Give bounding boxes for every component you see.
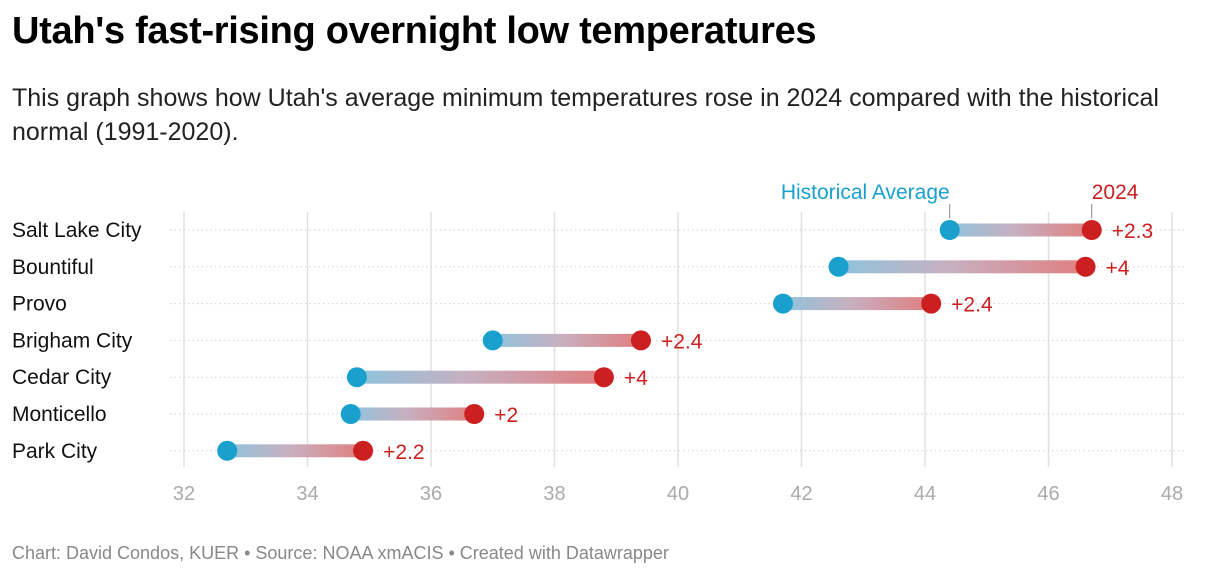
year-2024-dot: [630, 330, 651, 351]
x-tick-label: 44: [914, 483, 936, 505]
labels: Salt Lake City +2.3 Bountiful +4 Provo +2.4 Br…: [12, 219, 1153, 464]
footer-separator: •: [244, 543, 251, 563]
legend-historical-label: Historical Average: [781, 181, 950, 204]
change-label: +2.3: [1112, 220, 1153, 243]
year-2024-dot: [921, 293, 942, 314]
chart-footer: Chart: David Condos, KUER • Source: NOAA x…: [12, 543, 669, 564]
change-label: +2.4: [951, 294, 993, 317]
city-label: Monticello: [12, 403, 107, 426]
range-bars: [227, 223, 1092, 458]
change-label: +4: [1106, 257, 1130, 280]
x-tick-label: 32: [173, 483, 195, 505]
city-label: Provo: [12, 293, 67, 316]
range-bar: [350, 407, 475, 421]
chart-subtitle: This graph shows how Utah's average mini…: [12, 84, 1159, 146]
change-label: +4: [624, 367, 648, 390]
range-bar: [782, 297, 932, 311]
created-with-text: Created with Datawrapper: [459, 543, 669, 563]
historical-dot: [772, 293, 793, 314]
x-tick-label: 40: [667, 483, 689, 505]
city-label: Brigham City: [12, 329, 133, 352]
historical-dot: [217, 440, 238, 461]
data-points: [217, 220, 1102, 461]
historical-dot: [482, 330, 503, 351]
city-label: Cedar City: [12, 366, 112, 389]
historical-dot: [828, 256, 849, 277]
year-2024-dot: [353, 440, 374, 461]
historical-dot: [939, 220, 960, 240]
city-label: Park City: [12, 440, 98, 463]
historical-dot: [346, 367, 367, 388]
x-tick-label: 38: [543, 483, 565, 505]
source-text: Source: NOAA xmACIS: [255, 543, 444, 563]
x-tick-label: 34: [296, 483, 318, 505]
legend-2024-label: 2024: [1092, 181, 1139, 204]
x-tick-label: 48: [1161, 483, 1183, 505]
range-bar: [492, 333, 641, 347]
city-label: Bountiful: [12, 256, 94, 279]
credit-text: Chart: David Condos, KUER: [12, 543, 240, 563]
year-2024-dot: [1075, 256, 1096, 277]
legend: Historical Average 2024: [781, 181, 1139, 218]
range-bar: [227, 444, 364, 458]
x-tick-label: 46: [1037, 483, 1059, 505]
chart-title: Utah's fast-rising overnight low tempera…: [12, 10, 817, 52]
range-bar: [838, 260, 1086, 274]
change-label: +2.2: [383, 441, 424, 464]
year-2024-dot: [1081, 220, 1102, 240]
range-bar: [356, 370, 604, 384]
x-axis: 32 34 36 38 40 42 44 46 48: [173, 483, 1183, 505]
year-2024-dot: [593, 367, 614, 388]
historical-dot: [340, 404, 361, 424]
footer-separator: •: [448, 543, 455, 563]
city-label: Salt Lake City: [12, 219, 142, 242]
change-label: +2.4: [661, 330, 703, 353]
range-bar: [949, 223, 1092, 237]
x-tick-label: 42: [790, 483, 812, 505]
year-2024-dot: [464, 404, 485, 424]
x-tick-label: 36: [420, 483, 442, 505]
change-label: +2: [494, 404, 518, 427]
